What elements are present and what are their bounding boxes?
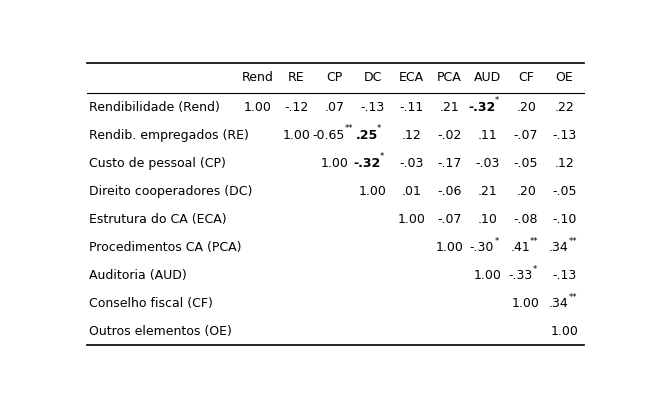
Text: *: *: [495, 237, 499, 246]
Text: -.03: -.03: [399, 157, 423, 169]
Text: -.17: -.17: [438, 157, 462, 169]
Text: -.07: -.07: [438, 213, 462, 226]
Text: 1.00: 1.00: [436, 241, 464, 254]
Text: -.08: -.08: [514, 213, 538, 226]
Text: 1.00: 1.00: [551, 325, 578, 338]
Text: .11: .11: [478, 129, 498, 141]
Text: .10: .10: [478, 213, 498, 226]
Text: -.32: -.32: [353, 157, 381, 169]
Text: .25: .25: [356, 129, 378, 141]
Text: .34: .34: [549, 241, 568, 254]
Text: -.05: -.05: [514, 157, 538, 169]
Text: -0.65: -0.65: [313, 129, 345, 141]
Text: ECA: ECA: [399, 71, 424, 84]
Text: .01: .01: [402, 185, 421, 198]
Text: 1.00: 1.00: [244, 101, 272, 113]
Text: 1.00: 1.00: [320, 157, 349, 169]
Text: *: *: [533, 265, 538, 274]
Text: .20: .20: [516, 185, 536, 198]
Text: Rendibilidade (Rend): Rendibilidade (Rend): [90, 101, 220, 113]
Text: DC: DC: [364, 71, 382, 84]
Text: .12: .12: [555, 157, 574, 169]
Text: 1.00: 1.00: [474, 269, 502, 282]
Text: .41: .41: [510, 241, 530, 254]
Text: .22: .22: [555, 101, 574, 113]
Text: Conselho fiscal (CF): Conselho fiscal (CF): [90, 297, 213, 310]
Text: .21: .21: [439, 101, 459, 113]
Text: CP: CP: [326, 71, 343, 84]
Text: RE: RE: [288, 71, 305, 84]
Text: -.13: -.13: [552, 269, 577, 282]
Text: -.10: -.10: [552, 213, 577, 226]
Text: .21: .21: [478, 185, 498, 198]
Text: 1.00: 1.00: [512, 297, 540, 310]
Text: -.30: -.30: [470, 241, 494, 254]
Text: -.02: -.02: [438, 129, 462, 141]
Text: .12: .12: [402, 129, 421, 141]
Text: **: **: [568, 293, 577, 302]
Text: *: *: [377, 124, 381, 134]
Text: -.05: -.05: [552, 185, 577, 198]
Text: CF: CF: [518, 71, 534, 84]
Text: Estrutura do CA (ECA): Estrutura do CA (ECA): [90, 213, 227, 226]
Text: -.13: -.13: [361, 101, 385, 113]
Text: -.13: -.13: [552, 129, 577, 141]
Text: Rend: Rend: [242, 71, 274, 84]
Text: **: **: [345, 124, 353, 134]
Text: AUD: AUD: [474, 71, 502, 84]
Text: Procedimentos CA (PCA): Procedimentos CA (PCA): [90, 241, 242, 254]
Text: OE: OE: [555, 71, 574, 84]
Text: .20: .20: [516, 101, 536, 113]
Text: 1.00: 1.00: [397, 213, 425, 226]
Text: .34: .34: [549, 297, 568, 310]
Text: Outros elementos (OE): Outros elementos (OE): [90, 325, 232, 338]
Text: *: *: [495, 96, 499, 105]
Text: -.11: -.11: [399, 101, 423, 113]
Text: Rendib. empregados (RE): Rendib. empregados (RE): [90, 129, 249, 141]
Text: Auditoria (AUD): Auditoria (AUD): [90, 269, 187, 282]
Text: .07: .07: [324, 101, 345, 113]
Text: 1.00: 1.00: [359, 185, 387, 198]
Text: -.12: -.12: [284, 101, 309, 113]
Text: PCA: PCA: [437, 71, 462, 84]
Text: **: **: [568, 237, 577, 246]
Text: -.06: -.06: [438, 185, 462, 198]
Text: -.03: -.03: [475, 157, 500, 169]
Text: 1.00: 1.00: [283, 129, 310, 141]
Text: -.33: -.33: [508, 269, 532, 282]
Text: **: **: [530, 237, 539, 246]
Text: Direito cooperadores (DC): Direito cooperadores (DC): [90, 185, 252, 198]
Text: -.07: -.07: [514, 129, 538, 141]
Text: Custo de pessoal (CP): Custo de pessoal (CP): [90, 157, 226, 169]
Text: -.32: -.32: [468, 101, 495, 113]
Text: *: *: [380, 152, 385, 162]
